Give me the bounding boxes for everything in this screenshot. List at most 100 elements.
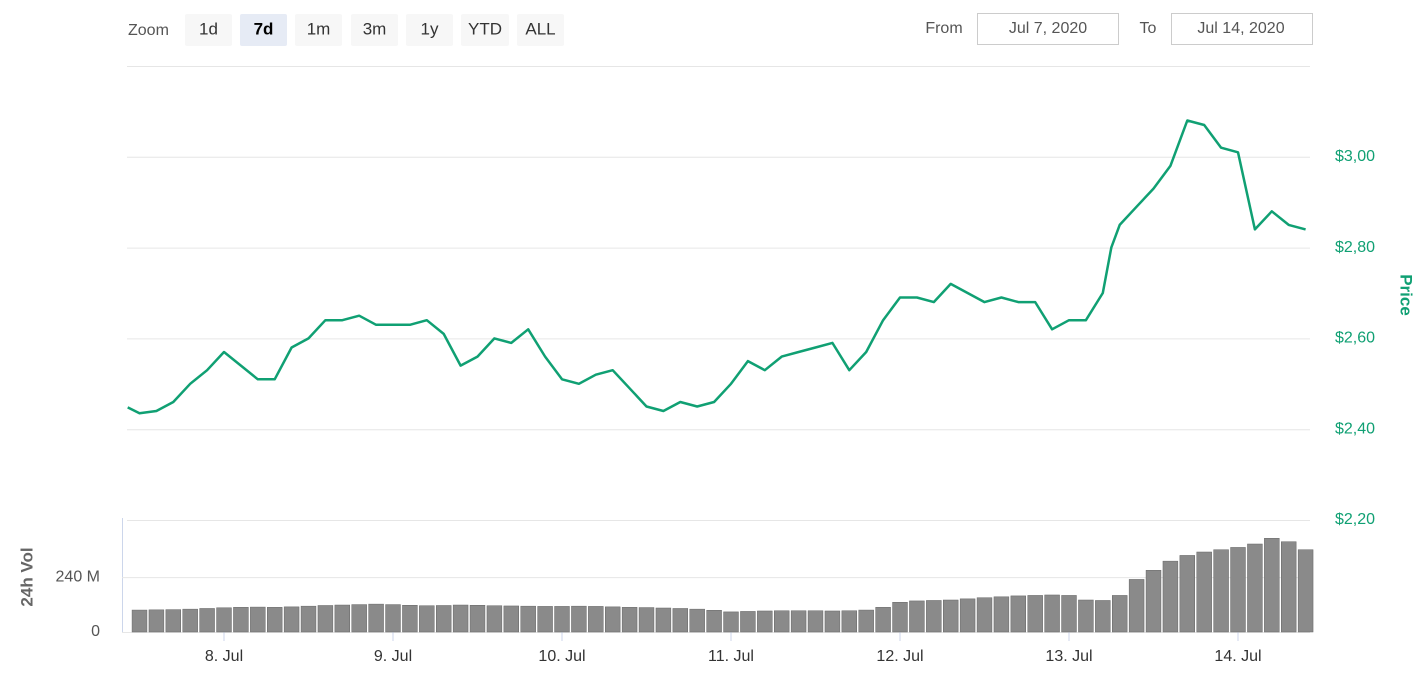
volume-bar [436,605,452,633]
volume-bar [1213,549,1229,633]
volume-bar [638,607,655,633]
price-line [127,119,1306,415]
volume-bar [959,598,976,633]
volume-bar [131,609,148,633]
x-tick-label: 14. Jul [1214,648,1261,665]
volume-bar [402,605,418,633]
volume-bar [317,605,334,633]
volume-bar [1162,560,1179,633]
volume-bar [621,607,638,633]
volume-bar [334,604,351,633]
volume-bar [740,611,756,633]
volume-bar [283,606,300,633]
volume-bar [1112,595,1128,633]
volume-bar [1128,579,1145,633]
volume-bar [723,611,739,633]
zoom-button-label: YTD [468,19,502,38]
price-tick-label: $2,60 [1335,330,1375,347]
volume-bar [976,597,993,633]
price-tick-label: $2,20 [1335,511,1375,528]
volume-bar [233,607,249,633]
volume-bar [993,596,1010,633]
zoom-button[interactable] [295,14,342,46]
volume-bar [503,605,520,633]
volume-bar [1044,594,1060,633]
volume-bar [689,608,705,633]
volume-bar [165,609,182,633]
volume-bar [1179,555,1196,633]
volume-bar [486,605,503,633]
volume-bar [452,604,469,633]
x-tick-label: 11. Jul [708,648,754,665]
volume-bar [554,606,570,633]
volume-bar [571,605,587,633]
from-label: From [925,20,962,37]
zoom-button[interactable] [461,14,509,46]
volume-bar [1027,595,1043,633]
zoom-button[interactable] [406,14,453,46]
volume-bar [824,610,841,633]
to-input[interactable] [1171,13,1313,45]
volume-tick-label: 240 M [56,568,100,585]
price-tick-label: $2,80 [1335,239,1375,256]
x-tick-label: 8. Jul [205,648,243,665]
volume-bar [588,606,604,633]
volume-bar [1281,541,1297,633]
volume-bar [1145,570,1162,633]
volume-bar [706,610,722,633]
x-tick-label: 12. Jul [876,648,923,665]
price-axis-title: Price [1397,274,1416,316]
zoom-label: Zoom [128,22,169,39]
volume-bar [807,610,824,633]
zoom-button[interactable] [240,14,287,46]
volume-bar [1010,595,1027,633]
volume-bar [469,605,486,633]
zoom-button-label: 1m [307,19,331,38]
x-tick-label: 10. Jul [538,648,585,665]
volume-bar [182,608,198,633]
volume-bar [250,606,266,633]
zoom-button-label: ALL [525,19,555,38]
volume-bar [351,604,367,633]
volume-tick-label: 0 [91,623,100,640]
x-tick-label: 13. Jul [1045,648,1092,665]
volume-bar [148,609,165,633]
from-value: Jul 7, 2020 [1009,20,1087,37]
volume-bar [520,605,536,633]
volume-bar [605,606,621,633]
volume-bar [199,608,215,633]
volume-bar [790,610,807,633]
volume-bar [1078,599,1094,633]
volume-bar [672,608,689,633]
volume-bar [1230,547,1246,633]
volume-bar [1095,600,1111,633]
volume-bar [1264,538,1280,633]
volume-bar [757,610,773,633]
to-value: Jul 14, 2020 [1197,20,1284,37]
volume-bar [1247,543,1263,633]
volume-bar [892,602,908,633]
to-label: To [1140,20,1157,37]
volume-bar [858,609,874,633]
zoom-button-label: 3m [363,19,387,38]
zoom-button-label: 7d [254,19,274,38]
volume-bar [1297,549,1314,633]
price-tick-label: $2,40 [1335,420,1375,437]
zoom-button[interactable] [517,14,564,46]
volume-bar [926,600,942,633]
volume-bar [368,603,384,633]
volume-bar [385,604,401,633]
volume-bar [841,610,858,633]
price-tick-label: $3,00 [1335,148,1375,165]
volume-bar [216,607,232,633]
zoom-button[interactable] [351,14,398,46]
zoom-button[interactable] [185,14,232,46]
zoom-button-label: 1d [199,19,218,38]
volume-axis-title: 24h Vol [17,547,36,606]
x-tick-label: 9. Jul [374,648,412,665]
volume-bar [943,599,959,633]
zoom-button-label: 1y [421,19,439,38]
volume-bar [909,600,925,633]
from-input[interactable] [977,13,1119,45]
